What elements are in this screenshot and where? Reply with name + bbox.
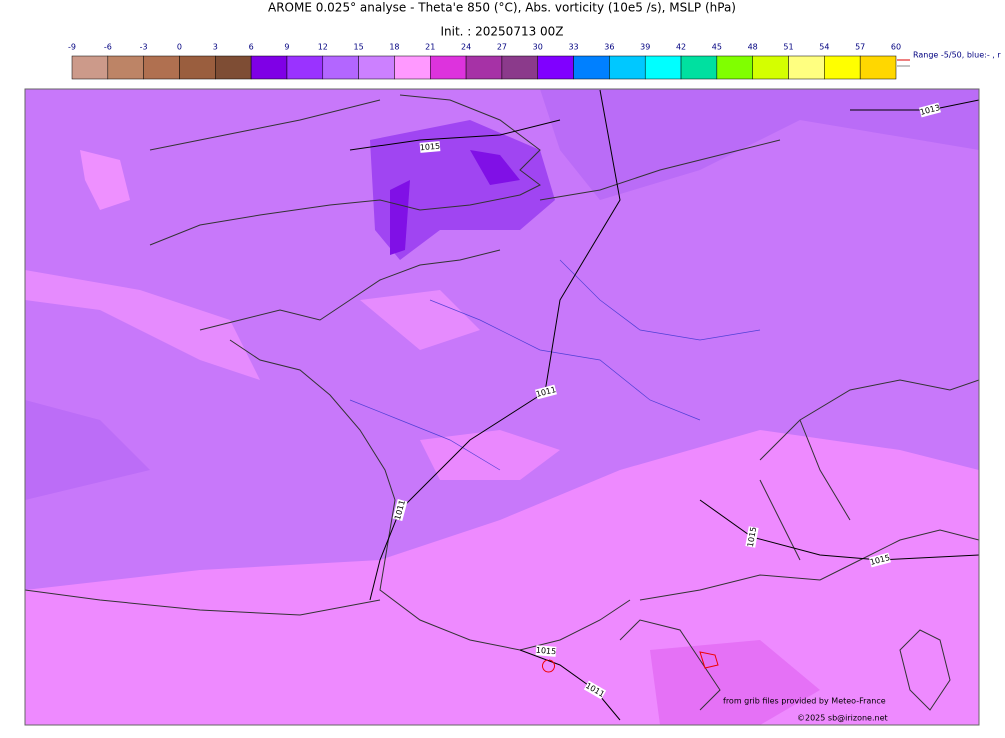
colorbar-tick: 27 (497, 43, 507, 52)
colorbar-tick: 60 (891, 43, 901, 52)
map (25, 89, 979, 725)
color-box (824, 55, 861, 80)
colorbar-tick: -3 (140, 43, 148, 52)
color-box (644, 55, 682, 80)
isobar-label: 1015 (419, 141, 441, 153)
color-box (465, 55, 503, 80)
color-box (215, 55, 252, 80)
colorbar-tick: -9 (68, 43, 76, 52)
color-box (537, 55, 574, 80)
colorbar-tick: 45 (712, 43, 722, 52)
colorbar-tick: 9 (284, 43, 289, 52)
colorbar-tick: 54 (819, 43, 829, 52)
colorbar-tick: 24 (461, 43, 471, 52)
isobar-label: 1015 (745, 526, 759, 548)
colorbar-tick: -6 (104, 43, 112, 52)
color-box (358, 55, 395, 80)
color-box (143, 55, 180, 80)
color-box (286, 55, 324, 80)
range-note: Range -5/50, blue:- , r (913, 51, 1001, 60)
color-box (680, 55, 718, 80)
colorbar-tick: 18 (389, 43, 399, 52)
colorbar-tick: 3 (213, 43, 218, 52)
colorbar-tick: 6 (249, 43, 254, 52)
color-box (179, 55, 216, 80)
colorbar-tick: 15 (354, 43, 364, 52)
color-box (788, 55, 825, 80)
color-box (71, 55, 109, 80)
colorbar-tick: 39 (640, 43, 650, 52)
colorbar-tick: 12 (318, 43, 328, 52)
colorbar-tick: 48 (748, 43, 758, 52)
colorbar-tick: 0 (177, 43, 182, 52)
colorbar: -9 -6 -3 0 3 6 9 12 15 18 21 24 27 30 33 36 39 42 45 48 51 54… (68, 43, 901, 80)
isobar-value: 1015 (419, 142, 440, 153)
isobar-value: 1015 (535, 646, 556, 657)
color-box (501, 55, 538, 80)
colorbar-tick: 57 (855, 43, 865, 52)
label-bg (583, 680, 607, 700)
init-time: Init. : 20250713 00Z (440, 25, 563, 39)
color-box (752, 55, 789, 80)
color-box (107, 55, 144, 80)
label-bg (535, 645, 557, 657)
color-box (250, 55, 288, 80)
color-box (859, 55, 897, 80)
isobar-label: 1015 (535, 645, 557, 657)
colorbar-tick: 33 (568, 43, 578, 52)
label-bg (745, 526, 759, 548)
title: AROME 0.025° analyse - Theta'e 850 (°C),… (268, 1, 736, 15)
color-box (609, 55, 646, 80)
isobar-value: 1015 (746, 526, 758, 548)
copyright: ©2025 sb@irizone.net (797, 714, 888, 723)
color-box (573, 55, 610, 80)
colorbar-tick: 30 (533, 43, 543, 52)
colorbar-tick: 36 (604, 43, 614, 52)
colorbar-tick: 21 (425, 43, 435, 52)
color-box (322, 55, 359, 80)
source-note: from grib files provided by Meteo-France (723, 697, 886, 706)
map-frame (24, 88, 980, 726)
label-bg (419, 141, 441, 153)
colorbar-tick: 51 (783, 43, 793, 52)
colorbar-tick: 42 (676, 43, 686, 52)
color-box (430, 55, 467, 80)
color-box (716, 55, 753, 80)
color-box (394, 55, 431, 80)
